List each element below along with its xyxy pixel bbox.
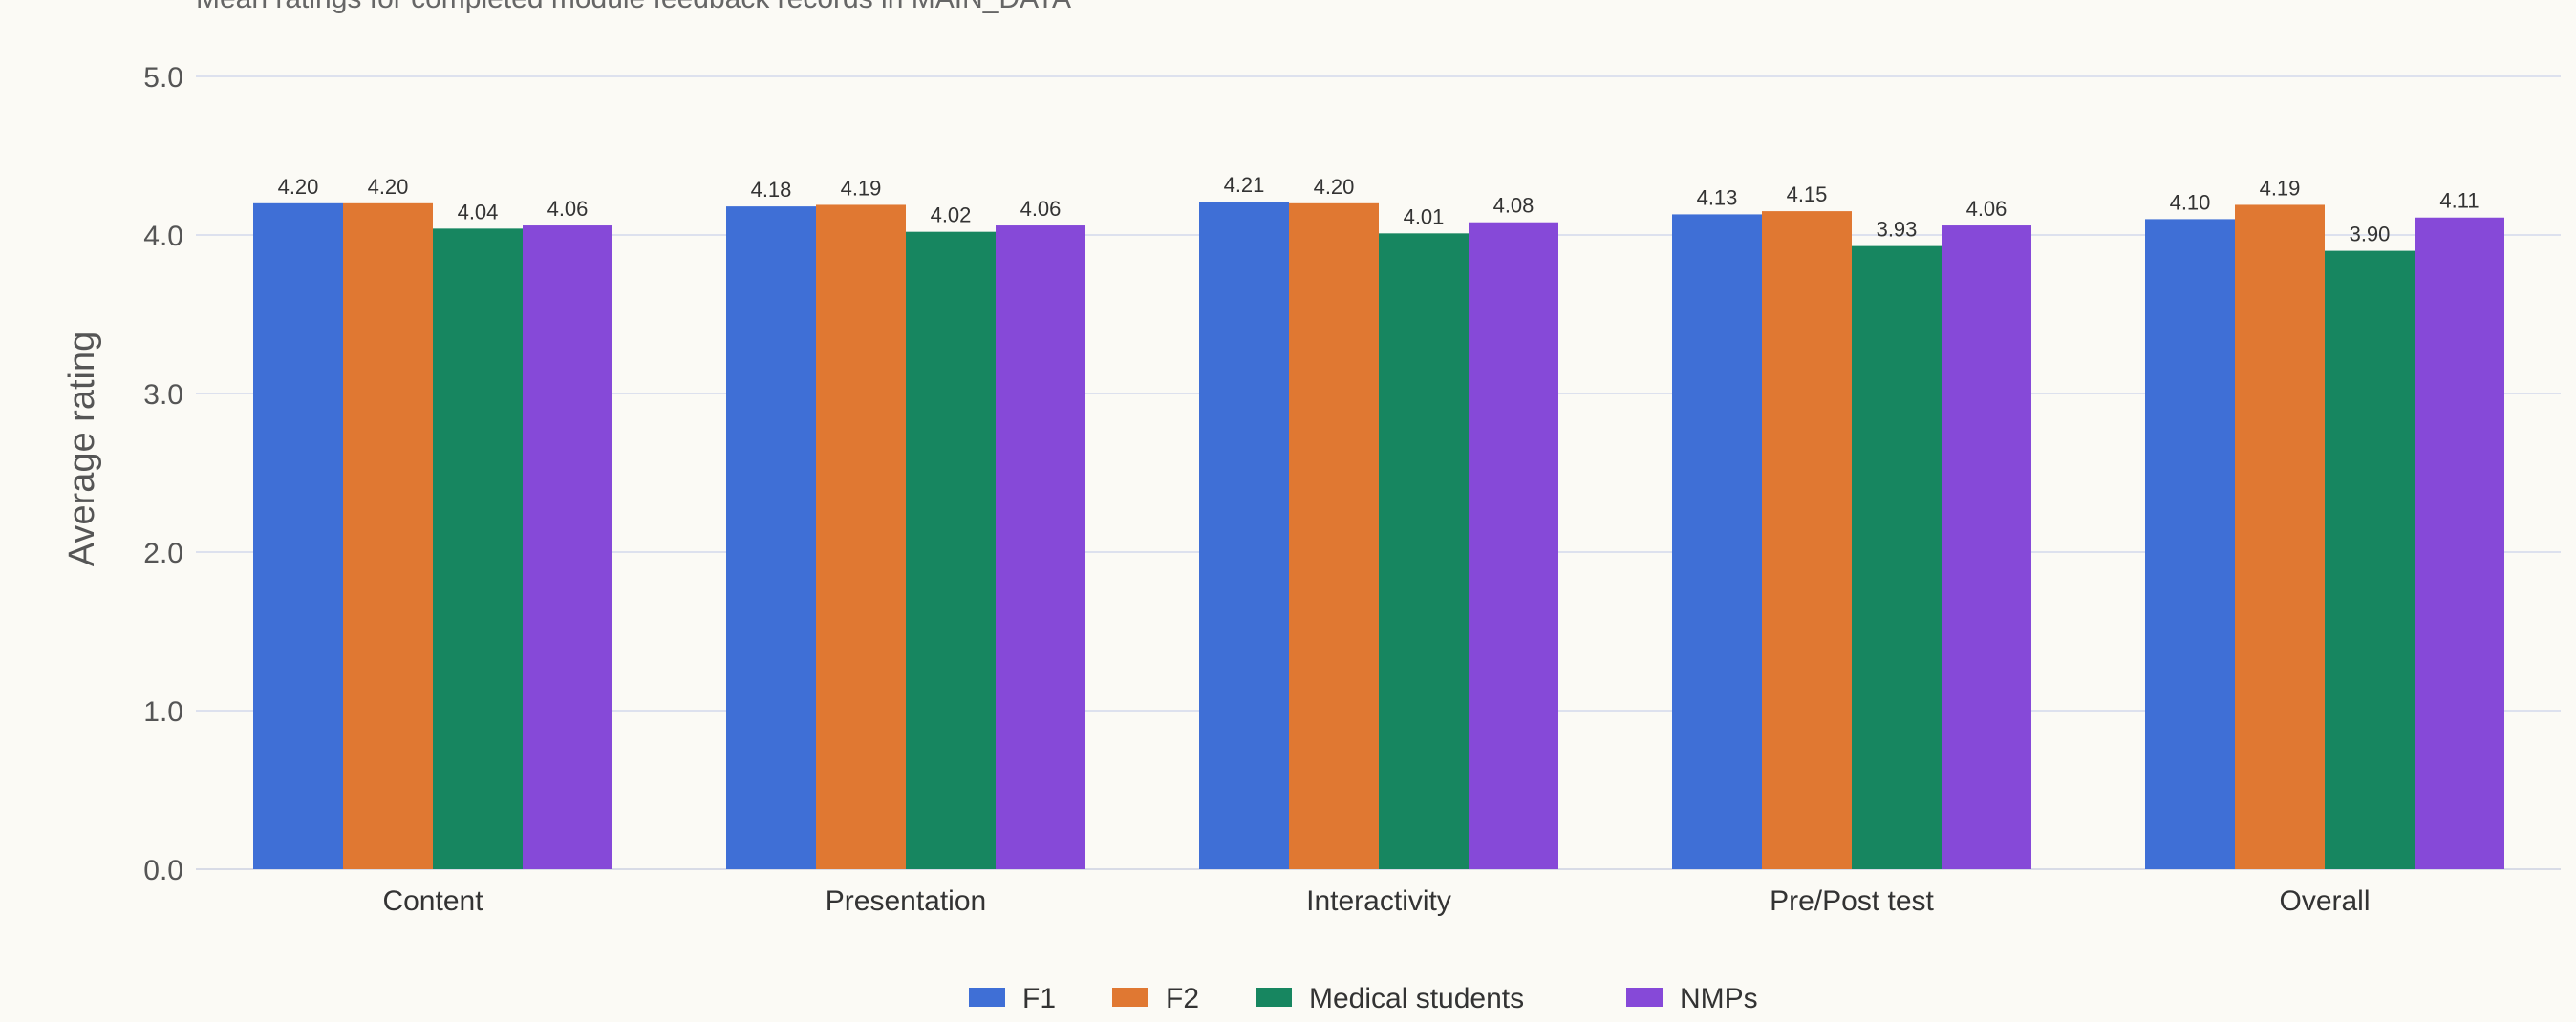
y-tick-label: 0.0: [143, 855, 183, 886]
data-label: 4.02: [931, 203, 972, 227]
legend-swatch: [1626, 988, 1663, 1007]
data-label: 4.21: [1224, 173, 1265, 197]
chart-subtitle: Mean ratings for completed module feedba…: [196, 0, 1071, 14]
bar-nmps: [996, 225, 1085, 870]
y-tick-label: 3.0: [143, 379, 183, 411]
x-category-label: Overall: [2279, 885, 2370, 917]
bar-f1: [2145, 219, 2235, 869]
bar-f2: [343, 202, 433, 870]
data-label: 4.13: [1697, 185, 1738, 209]
y-tick-label: 4.0: [143, 221, 183, 252]
data-label: 4.01: [1404, 204, 1445, 228]
data-label: 4.06: [1020, 197, 1062, 221]
data-label: 4.19: [2260, 176, 2301, 200]
bar-f1: [253, 202, 343, 870]
x-category-label: Interactivity: [1306, 885, 1451, 917]
legend-item-label: F2: [1166, 983, 1199, 1014]
data-label: 4.20: [278, 175, 319, 199]
bar-medical-students: [1852, 245, 1942, 869]
data-label: 4.18: [751, 178, 792, 202]
legend-item-label: F1: [1022, 983, 1056, 1014]
bar-nmps: [2415, 217, 2504, 870]
bar-medical-students: [433, 228, 523, 870]
bar-medical-students: [906, 231, 996, 869]
x-category-label: Content: [382, 885, 483, 917]
y-tick-label: 1.0: [143, 696, 183, 728]
legend-item-label: Medical students: [1309, 983, 1524, 1014]
data-label: 4.11: [2439, 189, 2479, 213]
bars: [253, 202, 2504, 870]
data-label: 4.08: [1493, 194, 1535, 218]
bar-medical-students: [2325, 250, 2415, 870]
x-category-label: Pre/Post test: [1770, 885, 1934, 917]
data-label: 4.19: [841, 176, 882, 200]
data-label: 4.06: [547, 197, 589, 221]
legend-swatch: [1256, 988, 1292, 1007]
legend-item-label: NMPs: [1680, 983, 1758, 1014]
data-label: 4.20: [1314, 175, 1355, 199]
data-label: 4.04: [458, 200, 499, 224]
bar-f1: [1672, 214, 1762, 870]
y-tick-label: 5.0: [143, 62, 183, 94]
bar-nmps: [523, 225, 612, 870]
bar-nmps: [1469, 222, 1558, 870]
data-label: 4.06: [1966, 197, 2007, 221]
bar-f1: [726, 206, 816, 869]
legend-swatch: [1112, 988, 1148, 1007]
y-tick-label: 2.0: [143, 538, 183, 569]
x-axis-categories: Content Presentation Interactivity Pre/Post…: [382, 885, 2370, 917]
bar-f2: [1289, 202, 1379, 870]
x-category-label: Presentation: [826, 885, 986, 917]
legend-swatch: [969, 988, 1005, 1007]
bar-nmps: [1942, 225, 2031, 870]
bar-f2: [1762, 211, 1852, 870]
bar-f1: [1199, 202, 1289, 869]
bar-f2: [2235, 204, 2325, 869]
data-label: 4.15: [1787, 182, 1828, 206]
data-labels: 4.20 4.20 4.04 4.06 4.18 4.19 4.02 4.06 4.21 4.20…: [278, 173, 2479, 245]
bar-medical-students: [1379, 233, 1469, 870]
data-label: 3.93: [1877, 218, 1918, 242]
y-axis-ticks: 0.0 1.0 2.0 3.0 4.0 5.0: [143, 62, 183, 886]
bar-f2: [816, 204, 906, 869]
data-label: 3.90: [2350, 223, 2391, 246]
data-label: 4.20: [368, 175, 409, 199]
y-axis-title: Average rating: [62, 331, 102, 566]
data-label: 4.10: [2170, 190, 2211, 214]
legend: F1 F2 Medical students NMPs: [969, 983, 1758, 1014]
